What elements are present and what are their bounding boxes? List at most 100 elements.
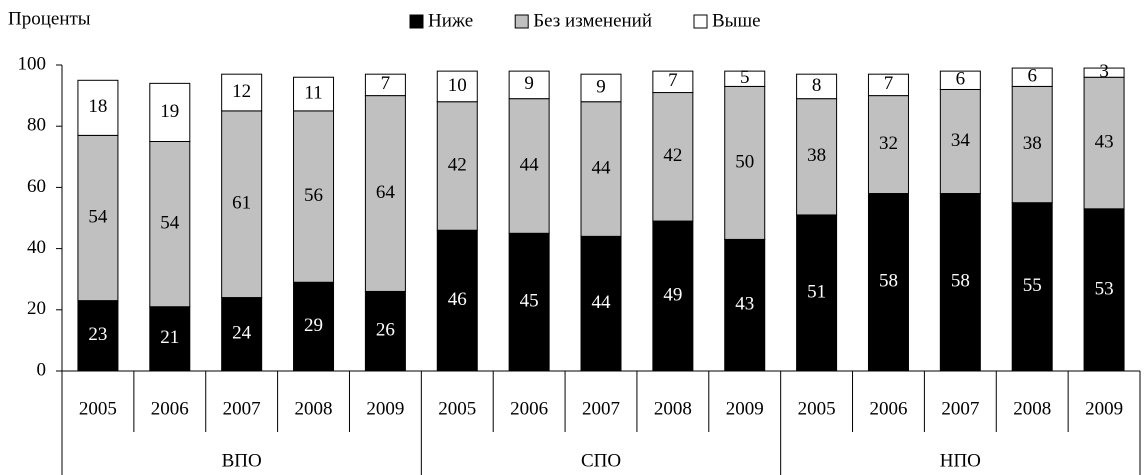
data-label: 61: [232, 193, 251, 214]
bar-segment: [939, 88, 981, 195]
x-tick-label: 2009: [726, 398, 764, 419]
data-label: 54: [160, 212, 180, 233]
bar-segment: [77, 134, 119, 302]
bar-segment: [939, 70, 981, 90]
legend-label: Без изменений: [533, 10, 652, 31]
data-label: 54: [88, 206, 108, 227]
y-tick-label: 20: [27, 298, 46, 319]
bar-segment: [221, 110, 263, 299]
x-tick-label: 2005: [79, 398, 117, 419]
x-tick-label: 2009: [366, 398, 404, 419]
data-label: 3: [1099, 61, 1109, 82]
bar-segment: [867, 95, 909, 195]
data-label: 19: [160, 101, 179, 122]
x-tick-label: 2007: [223, 398, 261, 419]
x-tick-label: 2007: [582, 398, 620, 419]
data-label: 11: [304, 82, 322, 103]
data-label: 44: [592, 292, 612, 313]
data-label: 8: [812, 75, 822, 96]
x-tick-label: 2006: [151, 398, 189, 419]
bar-segment: [149, 141, 191, 308]
bar-segment: [652, 220, 694, 372]
data-label: 5: [740, 67, 750, 88]
data-label: 6: [1027, 66, 1037, 87]
data-label: 9: [524, 73, 534, 94]
data-label: 24: [232, 323, 252, 344]
x-tick-label: 2006: [510, 398, 548, 419]
bar-segment: [580, 235, 622, 372]
data-label: 21: [160, 327, 179, 348]
x-tick-label: 2005: [438, 398, 476, 419]
legend-swatch: [514, 14, 529, 29]
bar-segment: [867, 193, 909, 372]
x-tick-label: 2007: [941, 398, 979, 419]
legend-label: Ниже: [428, 10, 473, 31]
bar-segment: [364, 290, 406, 372]
data-label: 10: [448, 75, 467, 96]
data-label: 46: [448, 289, 467, 310]
bar-segment: [364, 73, 406, 97]
bar-segment: [149, 82, 191, 142]
y-axis-label: Проценты: [8, 8, 91, 29]
bar-segment: [724, 70, 766, 87]
bar-segment: [724, 238, 766, 372]
bar-segment: [508, 70, 550, 100]
data-label: 38: [1023, 133, 1042, 154]
data-label: 34: [951, 130, 971, 151]
bar-segment: [1011, 67, 1053, 87]
data-label: 45: [520, 291, 539, 312]
x-tick-label: 2005: [798, 398, 836, 419]
bar-segment: [436, 229, 478, 372]
data-label: 7: [668, 70, 678, 91]
y-tick-label: 100: [18, 53, 47, 74]
data-label: 55: [1023, 275, 1042, 296]
bar-segment: [293, 281, 335, 372]
group-label: СПО: [581, 450, 621, 471]
bar-segment: [508, 232, 550, 372]
bar-segment: [293, 110, 335, 283]
bar-segment: [580, 101, 622, 237]
data-label: 42: [448, 154, 467, 175]
data-label: 9: [596, 76, 606, 97]
data-label: 51: [807, 281, 826, 302]
bar-segment: [796, 73, 838, 100]
data-label: 6: [956, 69, 966, 90]
data-label: 7: [884, 73, 894, 94]
bar-segment: [724, 85, 766, 240]
y-tick-label: 0: [37, 359, 47, 380]
bar-segment: [652, 92, 694, 222]
bar-segment: [939, 193, 981, 372]
x-tick-label: 2006: [869, 398, 907, 419]
data-label: 43: [1095, 131, 1114, 152]
group-label: ВПО: [222, 450, 262, 471]
x-tick-label: 2009: [1085, 398, 1123, 419]
data-label: 49: [663, 284, 682, 305]
legend-swatch: [693, 14, 708, 29]
bar-segment: [867, 73, 909, 97]
data-label: 32: [879, 133, 898, 154]
x-tick-label: 2008: [295, 398, 333, 419]
data-label: 43: [735, 294, 754, 315]
bar-segment: [436, 101, 478, 231]
bar-segment: [77, 300, 119, 372]
y-tick-label: 60: [27, 176, 46, 197]
data-label: 12: [232, 81, 251, 102]
legend-label: Выше: [712, 10, 761, 31]
bar-segment: [221, 73, 263, 112]
bar-segment: [77, 79, 119, 136]
legend-swatch: [409, 14, 424, 29]
bar-segment: [1083, 67, 1125, 78]
data-label: 64: [376, 182, 396, 203]
y-tick-label: 80: [27, 115, 46, 136]
group-label: НПО: [940, 450, 981, 471]
data-label: 26: [376, 320, 395, 341]
data-label: 42: [663, 145, 682, 166]
bar-segment: [508, 98, 550, 234]
x-tick-label: 2008: [1013, 398, 1051, 419]
bar-segment: [580, 73, 622, 103]
data-label: 23: [88, 324, 107, 345]
bar-segment: [652, 70, 694, 94]
data-label: 29: [304, 315, 323, 336]
data-label: 7: [381, 73, 391, 94]
